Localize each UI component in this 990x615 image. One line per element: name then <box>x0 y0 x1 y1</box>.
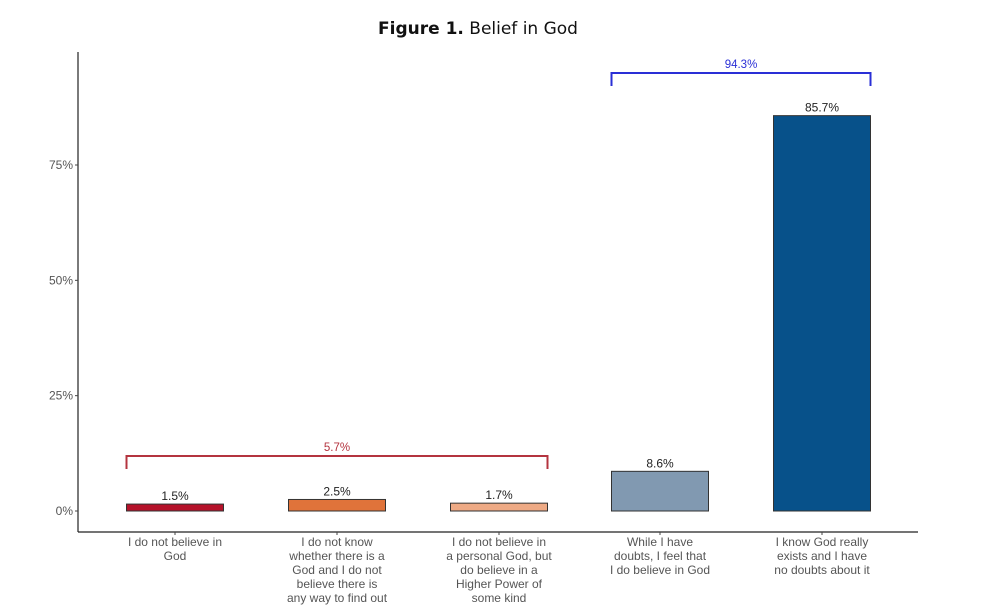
bar <box>773 115 871 512</box>
y-tick-label: 50% <box>49 273 73 287</box>
x-category-label-line: God and I do not <box>292 563 382 577</box>
y-tick-label: 0% <box>56 504 74 518</box>
bar <box>450 502 548 512</box>
x-category-label: I do not believe in God <box>128 535 222 563</box>
x-category-label: I know God really exists and I have no dou… <box>774 535 870 577</box>
chart-title-prefix: Figure 1. <box>378 19 464 39</box>
bar-value-label: 85.7% <box>805 101 839 115</box>
brackets: 5.7% 94.3% <box>125 59 872 469</box>
x-category-label: I do not know whether there is a God and I… <box>287 535 388 605</box>
x-category-label-line: some kind <box>472 591 527 605</box>
bar-value-label: 1.5% <box>161 489 189 503</box>
x-category-label-line: Higher Power of <box>456 577 543 591</box>
group-bracket <box>610 72 872 86</box>
x-category-label-line: I do not believe in <box>452 535 546 549</box>
x-category-label-line: any way to find out <box>287 591 388 605</box>
x-category-label: While I have doubts, I feel that I do beli… <box>610 535 710 577</box>
x-category-label-line: whether there is a <box>288 549 385 563</box>
bar <box>126 503 224 512</box>
x-category-label: I do not believe in a personal God, but do… <box>446 535 552 605</box>
x-category-label-line: I do not believe in <box>128 535 222 549</box>
group-bracket-label: 5.7% <box>324 442 350 454</box>
x-category-label-line: I do believe in God <box>610 563 710 577</box>
bar-value-label: 8.6% <box>646 456 674 470</box>
x-category-label-line: a personal God, but <box>446 549 552 563</box>
bars: 1.5% 2.5% 1.7% 8.6% 85.7% <box>126 101 871 512</box>
chart-title-text: Belief in God <box>469 19 578 39</box>
x-category-label-line: While I have <box>627 535 693 549</box>
bar <box>288 498 386 512</box>
bar <box>611 470 709 512</box>
x-category-label-line: do believe in a <box>460 563 538 577</box>
x-category-label-line: exists and I have <box>777 549 867 563</box>
x-category-label-line: I do not know <box>301 535 373 549</box>
x-category-label-line: no doubts about it <box>774 563 870 577</box>
x-category-label-line: believe there is <box>297 577 378 591</box>
x-category-label-line: God <box>164 549 187 563</box>
bar-value-label: 1.7% <box>485 488 513 502</box>
group-bracket <box>125 455 549 469</box>
y-tick-label: 25% <box>49 389 73 403</box>
x-category-label-line: doubts, I feel that <box>614 549 707 563</box>
x-category-label-line: I know God really <box>776 535 869 549</box>
chart-title: Figure 1. Belief in God <box>0 19 956 39</box>
group-bracket-label: 94.3% <box>725 59 758 71</box>
y-tick-label: 75% <box>49 158 73 172</box>
bar-value-label: 2.5% <box>323 484 351 498</box>
